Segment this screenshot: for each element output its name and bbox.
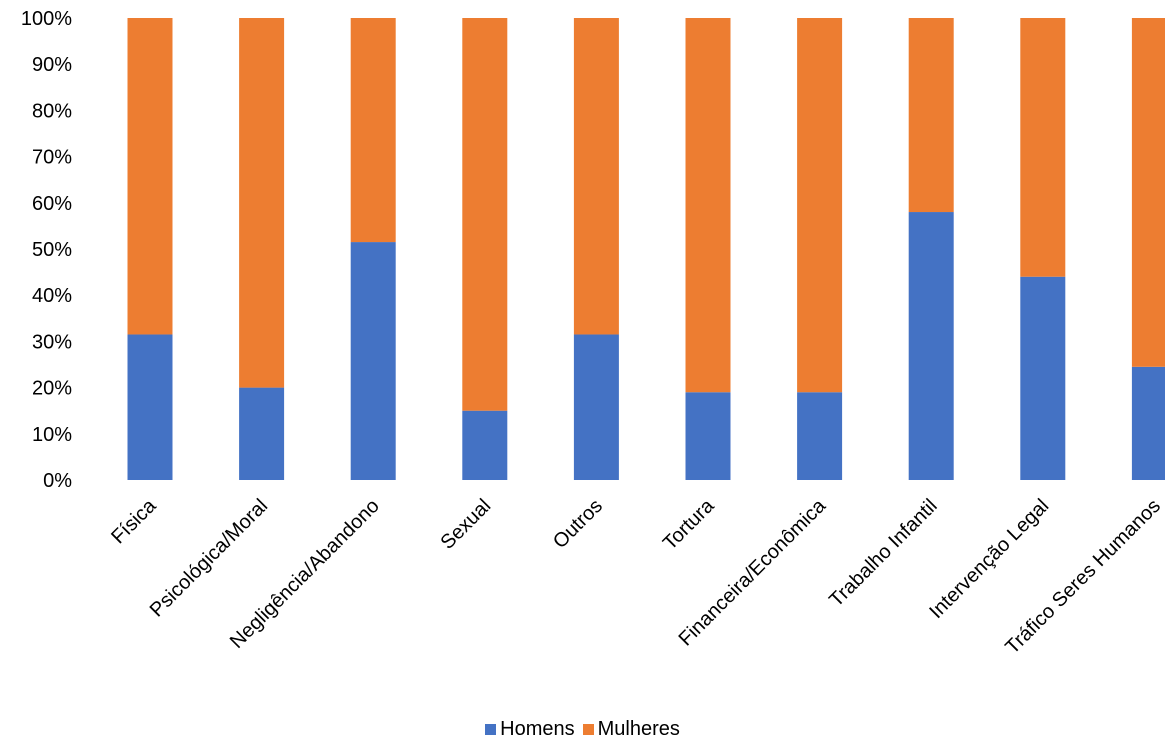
- bar-segment-mulheres: [909, 18, 954, 212]
- bar-segment-mulheres: [1020, 18, 1065, 277]
- x-category-label: Outros: [549, 495, 607, 553]
- bars: [128, 18, 1165, 480]
- bar-segment-homens: [239, 388, 284, 480]
- bar-segment-homens: [909, 212, 954, 480]
- y-tick-label: 50%: [32, 239, 72, 261]
- x-category-label: Intervenção Legal: [925, 495, 1053, 623]
- bar-segment-homens: [351, 242, 396, 480]
- y-axis-ticks: 0% 10% 20% 30% 40% 50% 60% 70% 80% 90% 100%: [21, 8, 72, 492]
- bar-segment-homens: [574, 334, 619, 480]
- bar-segment-homens: [686, 392, 731, 480]
- legend-swatch-homens: [485, 724, 496, 735]
- stacked-bar-chart: 0% 10% 20% 30% 40% 50% 60% 70% 80% 90% 100% Física…: [0, 0, 1165, 710]
- legend-item-mulheres: Mulheres: [583, 718, 680, 741]
- x-category-label: Sexual: [437, 495, 496, 554]
- legend: Homens Mulheres: [0, 718, 1165, 741]
- y-tick-label: 0%: [43, 470, 72, 492]
- bar-segment-mulheres: [686, 18, 731, 392]
- y-tick-label: 70%: [32, 147, 72, 169]
- x-category-label: Psicológica/Moral: [146, 495, 272, 621]
- y-tick-label: 40%: [32, 285, 72, 307]
- legend-label-mulheres: Mulheres: [598, 718, 680, 741]
- bar-segment-mulheres: [574, 18, 619, 334]
- x-axis-labels: FísicaPsicológica/MoralNegligência/Aband…: [107, 494, 1165, 658]
- y-tick-label: 20%: [32, 378, 72, 400]
- bar-segment-homens: [797, 392, 842, 480]
- x-category-label: Tortura: [659, 494, 719, 554]
- bar-segment-mulheres: [797, 18, 842, 392]
- legend-label-homens: Homens: [500, 718, 574, 741]
- bar-segment-mulheres: [128, 18, 173, 334]
- x-category-label: Trabalho Infantil: [825, 495, 941, 611]
- bar-segment-homens: [462, 411, 507, 480]
- bar-segment-homens: [1020, 277, 1065, 480]
- bar-segment-mulheres: [1132, 18, 1165, 367]
- bar-segment-mulheres: [462, 18, 507, 411]
- legend-item-homens: Homens: [485, 718, 574, 741]
- bar-segment-homens: [1132, 367, 1165, 480]
- bar-segment-mulheres: [351, 18, 396, 242]
- y-tick-label: 30%: [32, 331, 72, 353]
- y-tick-label: 80%: [32, 100, 72, 122]
- y-tick-label: 90%: [32, 54, 72, 76]
- bar-segment-mulheres: [239, 18, 284, 388]
- y-tick-label: 10%: [32, 424, 72, 446]
- legend-swatch-mulheres: [583, 724, 594, 735]
- bar-segment-homens: [128, 334, 173, 480]
- x-category-label: Física: [107, 494, 161, 548]
- y-tick-label: 60%: [32, 193, 72, 215]
- y-tick-label: 100%: [21, 8, 72, 30]
